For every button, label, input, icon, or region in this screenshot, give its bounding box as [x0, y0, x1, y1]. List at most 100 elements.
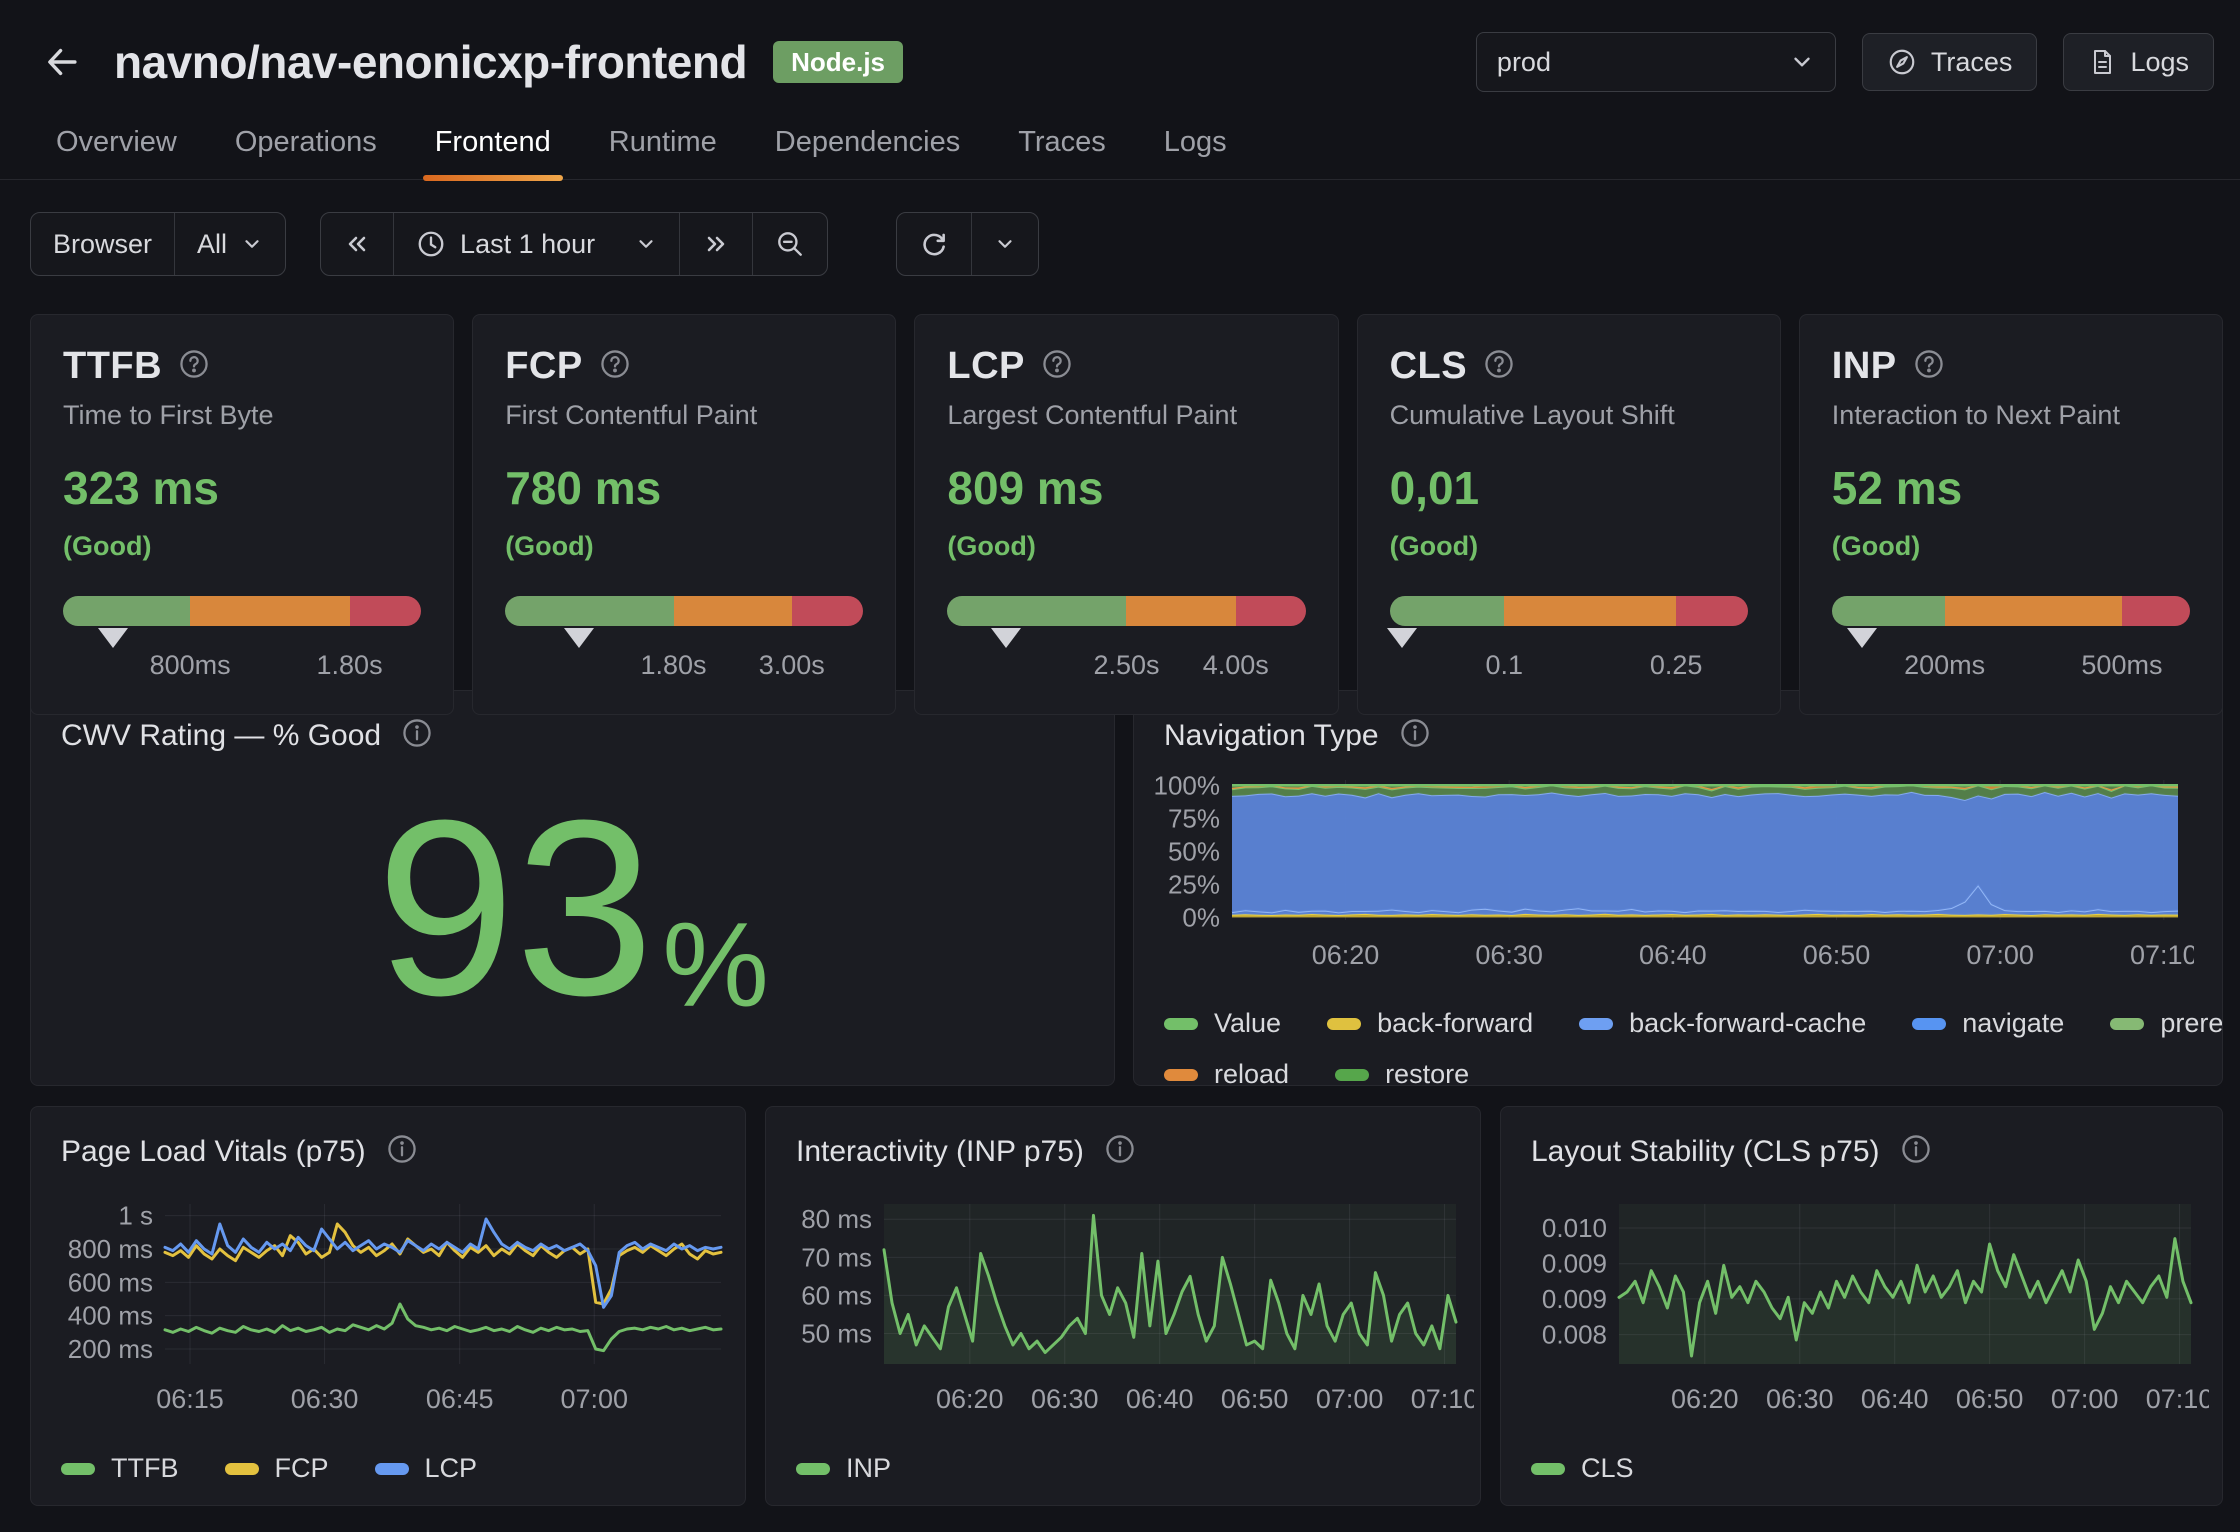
- tab-bar: Overview Operations Frontend Runtime Depende…: [0, 98, 2240, 181]
- legend-item-fcp[interactable]: FCP: [224, 1453, 329, 1484]
- toolbar: Browser All Last 1 hour: [0, 180, 2240, 276]
- cwv-percent-sign: %: [662, 897, 769, 1032]
- tab-traces[interactable]: Traces: [1018, 126, 1106, 158]
- info-icon[interactable]: [386, 1133, 418, 1170]
- help-icon[interactable]: [1483, 348, 1515, 385]
- legend-label: back-forward: [1377, 1008, 1534, 1038]
- y-axis-tick-label: 0.010: [1542, 1213, 1607, 1243]
- info-icon[interactable]: [1104, 1133, 1136, 1170]
- legend-label: prerender: [2160, 1008, 2223, 1038]
- browser-filter-value[interactable]: All: [174, 213, 285, 275]
- gauge-threshold-label: 3.00s: [758, 650, 825, 680]
- help-icon[interactable]: [178, 348, 210, 385]
- metric-subtitle: First Contentful Paint: [505, 400, 758, 430]
- legend-item-restore[interactable]: restore: [1335, 1059, 1469, 1085]
- gauge-red-segment: [791, 596, 864, 626]
- back-button[interactable]: [36, 36, 88, 88]
- arrow-left-icon: [48, 48, 77, 76]
- tab-dependencies[interactable]: Dependencies: [774, 126, 961, 158]
- panel-title: Interactivity (INP p75): [796, 1134, 1084, 1168]
- gauge-marker: [1387, 628, 1418, 648]
- x-axis-tick-label: 07:10: [2130, 940, 2194, 970]
- x-axis-tick-label: 06:40: [1639, 940, 1707, 970]
- chevron-down-icon: [241, 233, 263, 255]
- traces-button[interactable]: Traces: [1861, 33, 2038, 91]
- gauge-orange-segment: [190, 596, 350, 626]
- browser-filter-label: Browser: [53, 228, 153, 259]
- legend-item-back-forward[interactable]: back-forward: [1327, 1008, 1533, 1039]
- metric-title: CLS: [1389, 345, 1468, 387]
- y-axis-tick-label: 75%: [1168, 803, 1220, 833]
- x-axis-tick-label: 06:30: [1031, 1384, 1099, 1414]
- refresh-interval-button[interactable]: [971, 213, 1038, 275]
- gauge-threshold-label: 1.80s: [640, 650, 707, 680]
- legend-item-ttfb[interactable]: TTFB: [61, 1453, 179, 1484]
- legend-swatch: [1335, 1068, 1370, 1081]
- y-axis-tick-label: 100%: [1154, 770, 1221, 800]
- legend-swatch: [2110, 1017, 2145, 1030]
- info-icon[interactable]: [1900, 1133, 1932, 1170]
- legend-label: reload: [1214, 1059, 1290, 1086]
- gauge-marker: [563, 628, 594, 648]
- navigation-type-legend: Value back-forward back-forward-cache navig…: [1134, 996, 2223, 1086]
- metric-subtitle: Largest Contentful Paint: [947, 400, 1238, 430]
- y-axis-tick-label: 0.009: [1542, 1284, 1607, 1314]
- info-icon[interactable]: [401, 717, 433, 754]
- metric-rating: (Good): [63, 531, 152, 561]
- legend-label: TTFB: [111, 1453, 179, 1483]
- tab-operations[interactable]: Operations: [234, 126, 377, 158]
- legend-swatch: [1579, 1017, 1614, 1030]
- legend-item-lcp[interactable]: LCP: [374, 1453, 477, 1484]
- y-axis-tick-label: 1 s: [118, 1201, 153, 1231]
- legend-item-reload[interactable]: reload: [1164, 1059, 1290, 1086]
- series-line-TTFB: [163, 1302, 723, 1353]
- x-axis-tick-label: 06:50: [1803, 940, 1871, 970]
- metric-value: 809 ms: [947, 462, 1104, 514]
- x-axis-tick-label: 06:20: [936, 1384, 1004, 1414]
- series-line-back-forward-cache: [1231, 883, 2179, 914]
- layout-stability-chart[interactable]: 0.010 0.009 0.009 0.008 06:20 06:30 06:40 06:50…: [1509, 1188, 2213, 1436]
- help-icon[interactable]: [1041, 348, 1073, 385]
- legend-swatch: [1164, 1017, 1198, 1030]
- logs-button[interactable]: Logs: [2063, 33, 2214, 91]
- metric-rating: (Good): [947, 531, 1036, 561]
- legend-item-back-forward-cache[interactable]: back-forward-cache: [1579, 1008, 1866, 1039]
- tab-frontend[interactable]: Frontend: [422, 126, 563, 181]
- legend-item-inp[interactable]: INP: [796, 1453, 891, 1484]
- x-axis-tick-label: 07:00: [1966, 940, 2034, 970]
- time-shift-back-button[interactable]: [321, 213, 393, 275]
- navigation-type-chart[interactable]: 100%75%50%25%0% 06:20 06:30 06:40 06:50 07:00…: [1146, 766, 2198, 991]
- series-line-FCP: [163, 1222, 723, 1306]
- help-icon[interactable]: [599, 348, 631, 385]
- metric-cards-row: TTFB Time to First Byte 323 ms (Good) 800ms 1…: [30, 314, 2223, 715]
- time-zoom-out-button[interactable]: [752, 213, 827, 275]
- legend-label: navigate: [1962, 1008, 2065, 1038]
- zoom-out-icon: [775, 229, 805, 259]
- refresh-icon: [919, 229, 949, 259]
- refresh-button[interactable]: [897, 213, 971, 275]
- tab-runtime[interactable]: Runtime: [608, 126, 717, 158]
- legend-swatch: [61, 1462, 95, 1475]
- tab-logs[interactable]: Logs: [1163, 126, 1227, 158]
- info-icon[interactable]: [1399, 717, 1431, 754]
- metric-title: TTFB: [63, 345, 163, 387]
- interactivity-chart[interactable]: 80 ms 70 ms 60 ms 50 ms 06:20 06:30 06:40 06:50…: [774, 1188, 1478, 1436]
- y-axis-tick-label: 0%: [1182, 902, 1220, 932]
- time-shift-forward-button[interactable]: [679, 213, 752, 275]
- metric-title: INP: [1831, 345, 1897, 387]
- y-axis-tick-label: 60 ms: [801, 1280, 872, 1310]
- legend-label: Value: [1214, 1008, 1282, 1038]
- legend-item-prerender[interactable]: prerender: [2110, 1008, 2223, 1039]
- tab-overview[interactable]: Overview: [56, 126, 177, 158]
- gauge-green-segment: [1389, 596, 1505, 626]
- help-icon[interactable]: [1913, 348, 1945, 385]
- x-axis-tick-label: 07:00: [1316, 1384, 1384, 1414]
- legend-item-value[interactable]: Value: [1164, 1008, 1281, 1039]
- y-axis-tick-label: 400 ms: [68, 1301, 153, 1331]
- legend-item-cls[interactable]: CLS: [1531, 1453, 1634, 1484]
- legend-item-navigate[interactable]: navigate: [1912, 1008, 2064, 1039]
- gauge-red-segment: [2121, 596, 2190, 626]
- environment-select[interactable]: prod: [1475, 32, 1836, 92]
- time-range-button[interactable]: Last 1 hour: [393, 213, 679, 275]
